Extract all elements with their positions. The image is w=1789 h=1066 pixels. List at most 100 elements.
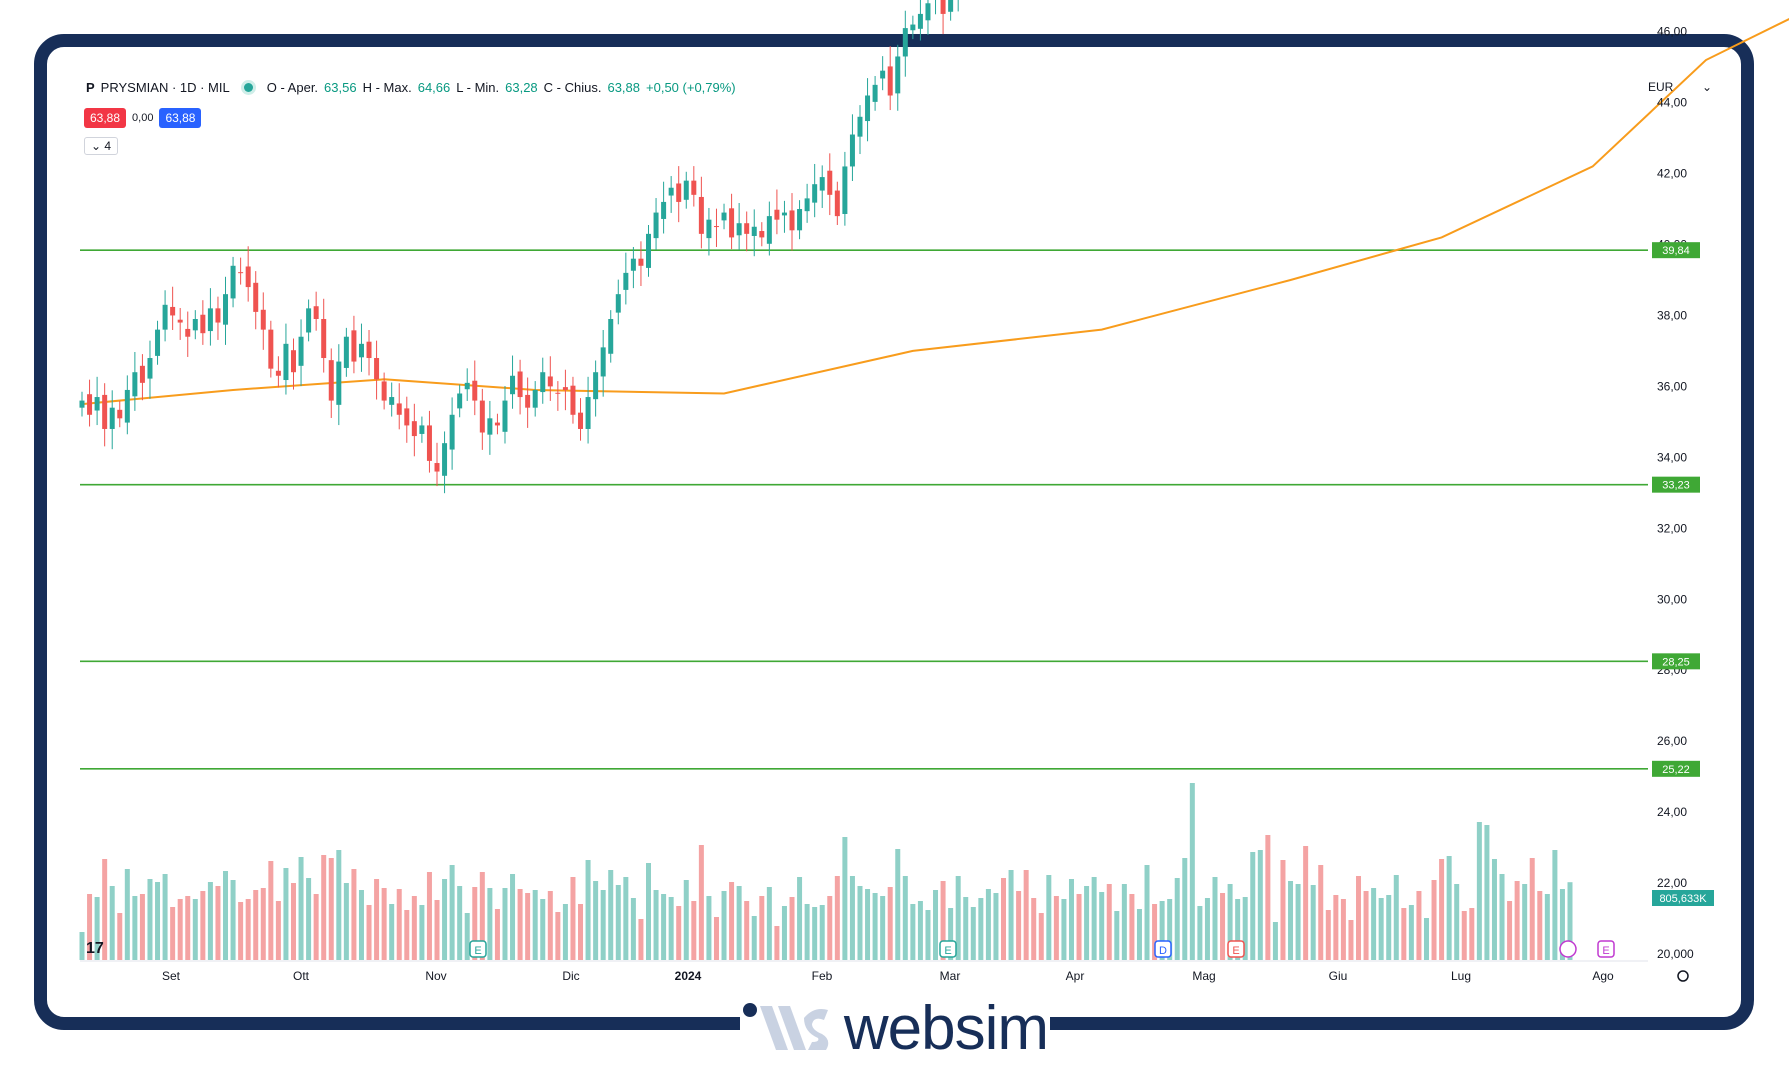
candle-body: [381, 381, 387, 401]
sell-button[interactable]: 63,88: [84, 108, 127, 128]
volume-bar: [517, 889, 523, 960]
candle-body: [351, 330, 357, 362]
y-tick-label: 46,00: [1657, 25, 1687, 39]
volume-bar: [1061, 899, 1067, 960]
volume-bar: [668, 897, 674, 960]
volume-bar: [358, 890, 364, 960]
volume-bar: [1076, 894, 1082, 960]
x-tick-label: Ott: [293, 969, 310, 983]
candle: [638, 241, 644, 287]
candle: [434, 442, 440, 487]
x-tick-label: Ago: [1592, 969, 1614, 983]
volume-bar: [306, 878, 312, 960]
volume-bar: [283, 868, 289, 960]
volume-bar: [1167, 899, 1173, 960]
volume-bar: [1356, 876, 1362, 960]
candle-body: [87, 394, 93, 415]
buy-button[interactable]: 63,88: [159, 108, 202, 128]
volume-bar: [442, 879, 448, 960]
volume-bar: [1189, 783, 1195, 960]
volume-bar: [1499, 874, 1505, 960]
volume-bar: [162, 874, 168, 960]
candle: [676, 166, 682, 223]
candle-body: [902, 28, 908, 57]
candle-body: [653, 212, 659, 239]
candle-body: [706, 219, 712, 239]
volume-bar: [124, 869, 130, 960]
volume-bar: [298, 857, 304, 960]
volume-bar: [630, 898, 636, 960]
y-tick-label: 20,000: [1657, 947, 1694, 961]
candle-body: [260, 309, 266, 330]
candle-body: [917, 13, 923, 29]
indicators-toggle[interactable]: ⌄ 4: [84, 137, 119, 155]
candle-body: [940, 0, 946, 14]
candle: [887, 46, 893, 111]
volume-bar: [238, 902, 244, 960]
candle-body: [177, 319, 183, 323]
candle-body: [781, 212, 787, 216]
volume-bar: [230, 880, 236, 960]
volume-bar: [1136, 909, 1142, 960]
earnings-marker-icon: [1154, 940, 1172, 958]
x-tick-label: Nov: [425, 969, 446, 983]
volume-bar: [1469, 908, 1475, 960]
volume-bar: [827, 896, 833, 960]
volume-bar: [1008, 870, 1014, 960]
volume-bar: [313, 894, 319, 960]
websim-logo-text: websim: [843, 993, 1049, 1063]
volume-bar: [887, 887, 893, 960]
candle-body: [721, 212, 727, 221]
volume-bar: [683, 880, 689, 960]
candle-body: [79, 400, 85, 408]
volume-bar: [1280, 860, 1286, 960]
volume-bar: [411, 896, 417, 960]
candle-body: [238, 272, 244, 274]
market-status-icon[interactable]: [243, 83, 253, 92]
candle: [132, 351, 138, 411]
price-labels: 60,8655,4447,2939,8433,2328,2525,2263,88…: [1652, 242, 1714, 906]
lightning-event-icon: [1559, 940, 1577, 958]
candle: [872, 75, 878, 111]
volume-bar: [381, 888, 387, 960]
volume-bar: [328, 858, 334, 960]
volume-bar: [653, 890, 659, 960]
candle: [170, 286, 176, 330]
candle: [849, 114, 855, 181]
candle-body: [366, 341, 372, 359]
symbol-title[interactable]: PRYSMIAN · 1D · MIL: [100, 80, 230, 95]
volume-bar: [608, 870, 614, 960]
candle-body: [117, 409, 123, 419]
earnings-marker-icon: [939, 940, 957, 958]
candle-body: [623, 272, 629, 290]
level-label-box: [1652, 653, 1700, 670]
candle: [623, 252, 629, 305]
volume-bar: [1522, 884, 1528, 960]
volume-bar: [547, 891, 553, 960]
volume-bar: [933, 890, 939, 960]
candle-body: [419, 425, 425, 434]
candle: [895, 44, 901, 111]
candle: [925, 0, 931, 35]
candle: [283, 323, 289, 395]
currency-select[interactable]: EUR ⌄: [1648, 80, 1712, 94]
candle: [570, 376, 576, 424]
candle-body: [155, 329, 161, 356]
candle: [381, 372, 387, 410]
volume-bar: [1084, 886, 1090, 960]
volume-bar: [494, 909, 500, 960]
volume-bar: [1401, 908, 1407, 960]
symbol-logo[interactable]: P: [86, 80, 95, 95]
volume-bar: [215, 886, 221, 960]
volume-bar: [132, 896, 138, 960]
candle-body: [910, 24, 916, 31]
volume-bar: [713, 917, 719, 960]
volume-bar: [578, 904, 584, 960]
candle: [661, 181, 667, 234]
candle-body: [812, 184, 818, 203]
volume-bar: [872, 893, 878, 960]
volume-bar: [1484, 825, 1490, 960]
volume-bar: [396, 889, 402, 960]
candle: [608, 310, 614, 363]
